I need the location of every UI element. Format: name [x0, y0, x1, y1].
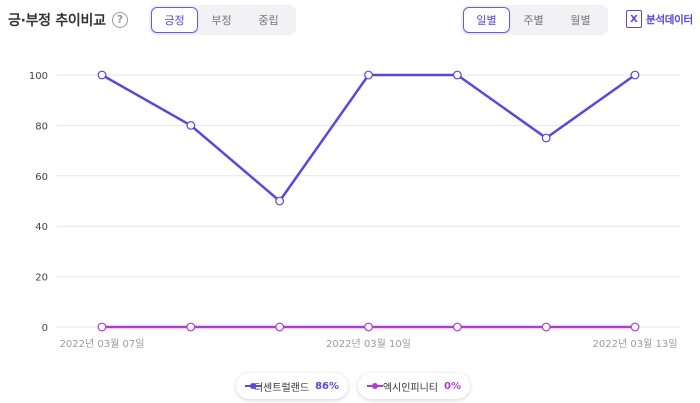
data-point	[364, 70, 373, 80]
page-title: 긍·부정 추이비교	[8, 13, 106, 29]
data-point	[452, 70, 462, 80]
data-point	[364, 322, 373, 332]
data-point	[97, 322, 107, 332]
tab-daily[interactable]: 일별	[463, 7, 510, 33]
y-tick-label: 0	[42, 323, 48, 334]
help-icon[interactable]: ?	[112, 12, 128, 28]
data-point	[541, 322, 551, 332]
y-tick-label: 40	[35, 222, 48, 233]
tab-negative[interactable]: 부정	[211, 14, 232, 27]
legend-label: 디센트럴랜드	[253, 382, 310, 394]
data-point	[541, 133, 551, 143]
legend-item-axie-infinity[interactable]: 엑시인피니티 0%	[358, 373, 470, 399]
data-point	[97, 70, 107, 80]
tab-weekly[interactable]: 주별	[523, 14, 544, 27]
period-toggle-group: 일별 주별 월별	[461, 5, 608, 35]
sentiment-toggle-group: 긍정 부정 중립	[149, 5, 296, 35]
excel-icon: X	[626, 10, 642, 28]
x-tick-label: 2022년 03월 13일	[593, 338, 678, 350]
data-point	[452, 322, 462, 332]
legend-label: 엑시인피니티	[382, 382, 439, 394]
tab-neutral[interactable]: 중립	[258, 14, 279, 27]
y-tick-label: 20	[35, 273, 48, 284]
y-tick-label: 60	[35, 172, 48, 183]
x-tick-label: 2022년 03월 10일	[326, 338, 411, 350]
legend-swatch-series-1	[245, 381, 261, 391]
tab-positive[interactable]: 긍정	[151, 7, 198, 33]
data-point	[630, 70, 640, 80]
export-label: 분석데이터	[646, 13, 693, 26]
legend-swatch-series-2	[367, 381, 383, 391]
line-chart: 0 20 40 60 80 100 2022년 03월 07일 2022년 03월 10일 20…	[29, 70, 680, 350]
legend-item-decentraland[interactable]: 디센트럴랜드 86%	[236, 373, 348, 399]
legend-percent: 86%	[315, 380, 339, 392]
data-point	[186, 322, 196, 332]
data-point	[630, 322, 640, 332]
tab-monthly[interactable]: 월별	[570, 14, 591, 27]
y-tick-label: 80	[35, 121, 48, 132]
export-data-button[interactable]: X 분석데이터	[626, 10, 693, 28]
data-point	[275, 322, 285, 332]
y-tick-label: 100	[29, 71, 48, 82]
series-line-1	[101, 73, 636, 203]
legend-percent: 0%	[444, 380, 461, 392]
data-point	[186, 120, 196, 130]
data-point	[275, 196, 285, 206]
x-tick-label: 2022년 03월 07일	[60, 338, 145, 350]
